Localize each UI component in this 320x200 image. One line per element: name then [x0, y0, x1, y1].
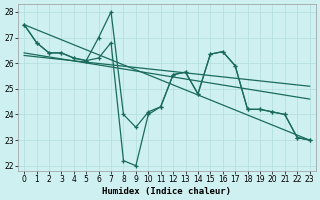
- X-axis label: Humidex (Indice chaleur): Humidex (Indice chaleur): [102, 187, 231, 196]
